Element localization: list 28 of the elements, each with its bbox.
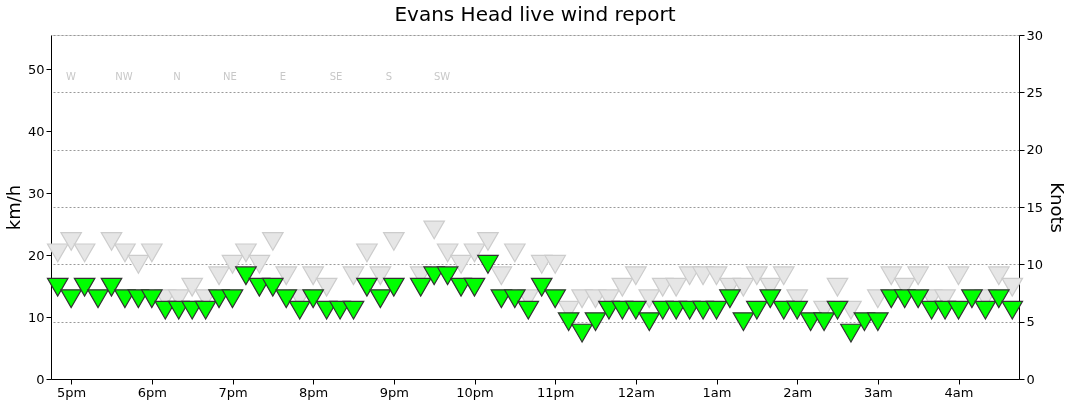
x-tick-label: 6pm <box>137 384 167 400</box>
y2-tick-label: 30 <box>1026 27 1044 43</box>
x-tick-label: 1am <box>702 384 732 400</box>
x-tick-label: 10pm <box>456 384 494 400</box>
x-tick-label: 5pm <box>57 384 87 400</box>
y2-tick-label: 10 <box>1026 256 1044 272</box>
y2-tick-label: 15 <box>1026 199 1044 215</box>
y-axis-title: km/h <box>2 184 24 231</box>
x-tick-label: 11pm <box>536 384 575 400</box>
y-tick-label: 30 <box>27 185 45 201</box>
y2-tick-label: 5 <box>1026 314 1035 330</box>
y2-tick-label: 0 <box>1026 371 1035 387</box>
chart-title: Evans Head live wind report <box>394 2 676 26</box>
x-tick-label: 2am <box>783 384 813 400</box>
y2-tick-label: 25 <box>1026 84 1044 100</box>
x-tick-label: 7pm <box>218 384 248 400</box>
x-tick-label: 8pm <box>299 384 329 400</box>
y-tick-label: 0 <box>36 371 45 387</box>
y-tick-label: 50 <box>27 61 45 77</box>
y-tick-label: 20 <box>27 247 45 263</box>
x-tick-label: 9pm <box>379 384 409 400</box>
y2-axis-title: Knots <box>1047 182 1069 233</box>
x-tick-label: 12am <box>617 384 655 400</box>
y2-tick-label: 20 <box>1026 142 1044 158</box>
x-tick-label: 3am <box>863 384 893 400</box>
x-tick-label: 4am <box>944 384 974 400</box>
y-tick-label: 10 <box>27 309 45 325</box>
y-tick-label: 40 <box>27 123 45 139</box>
